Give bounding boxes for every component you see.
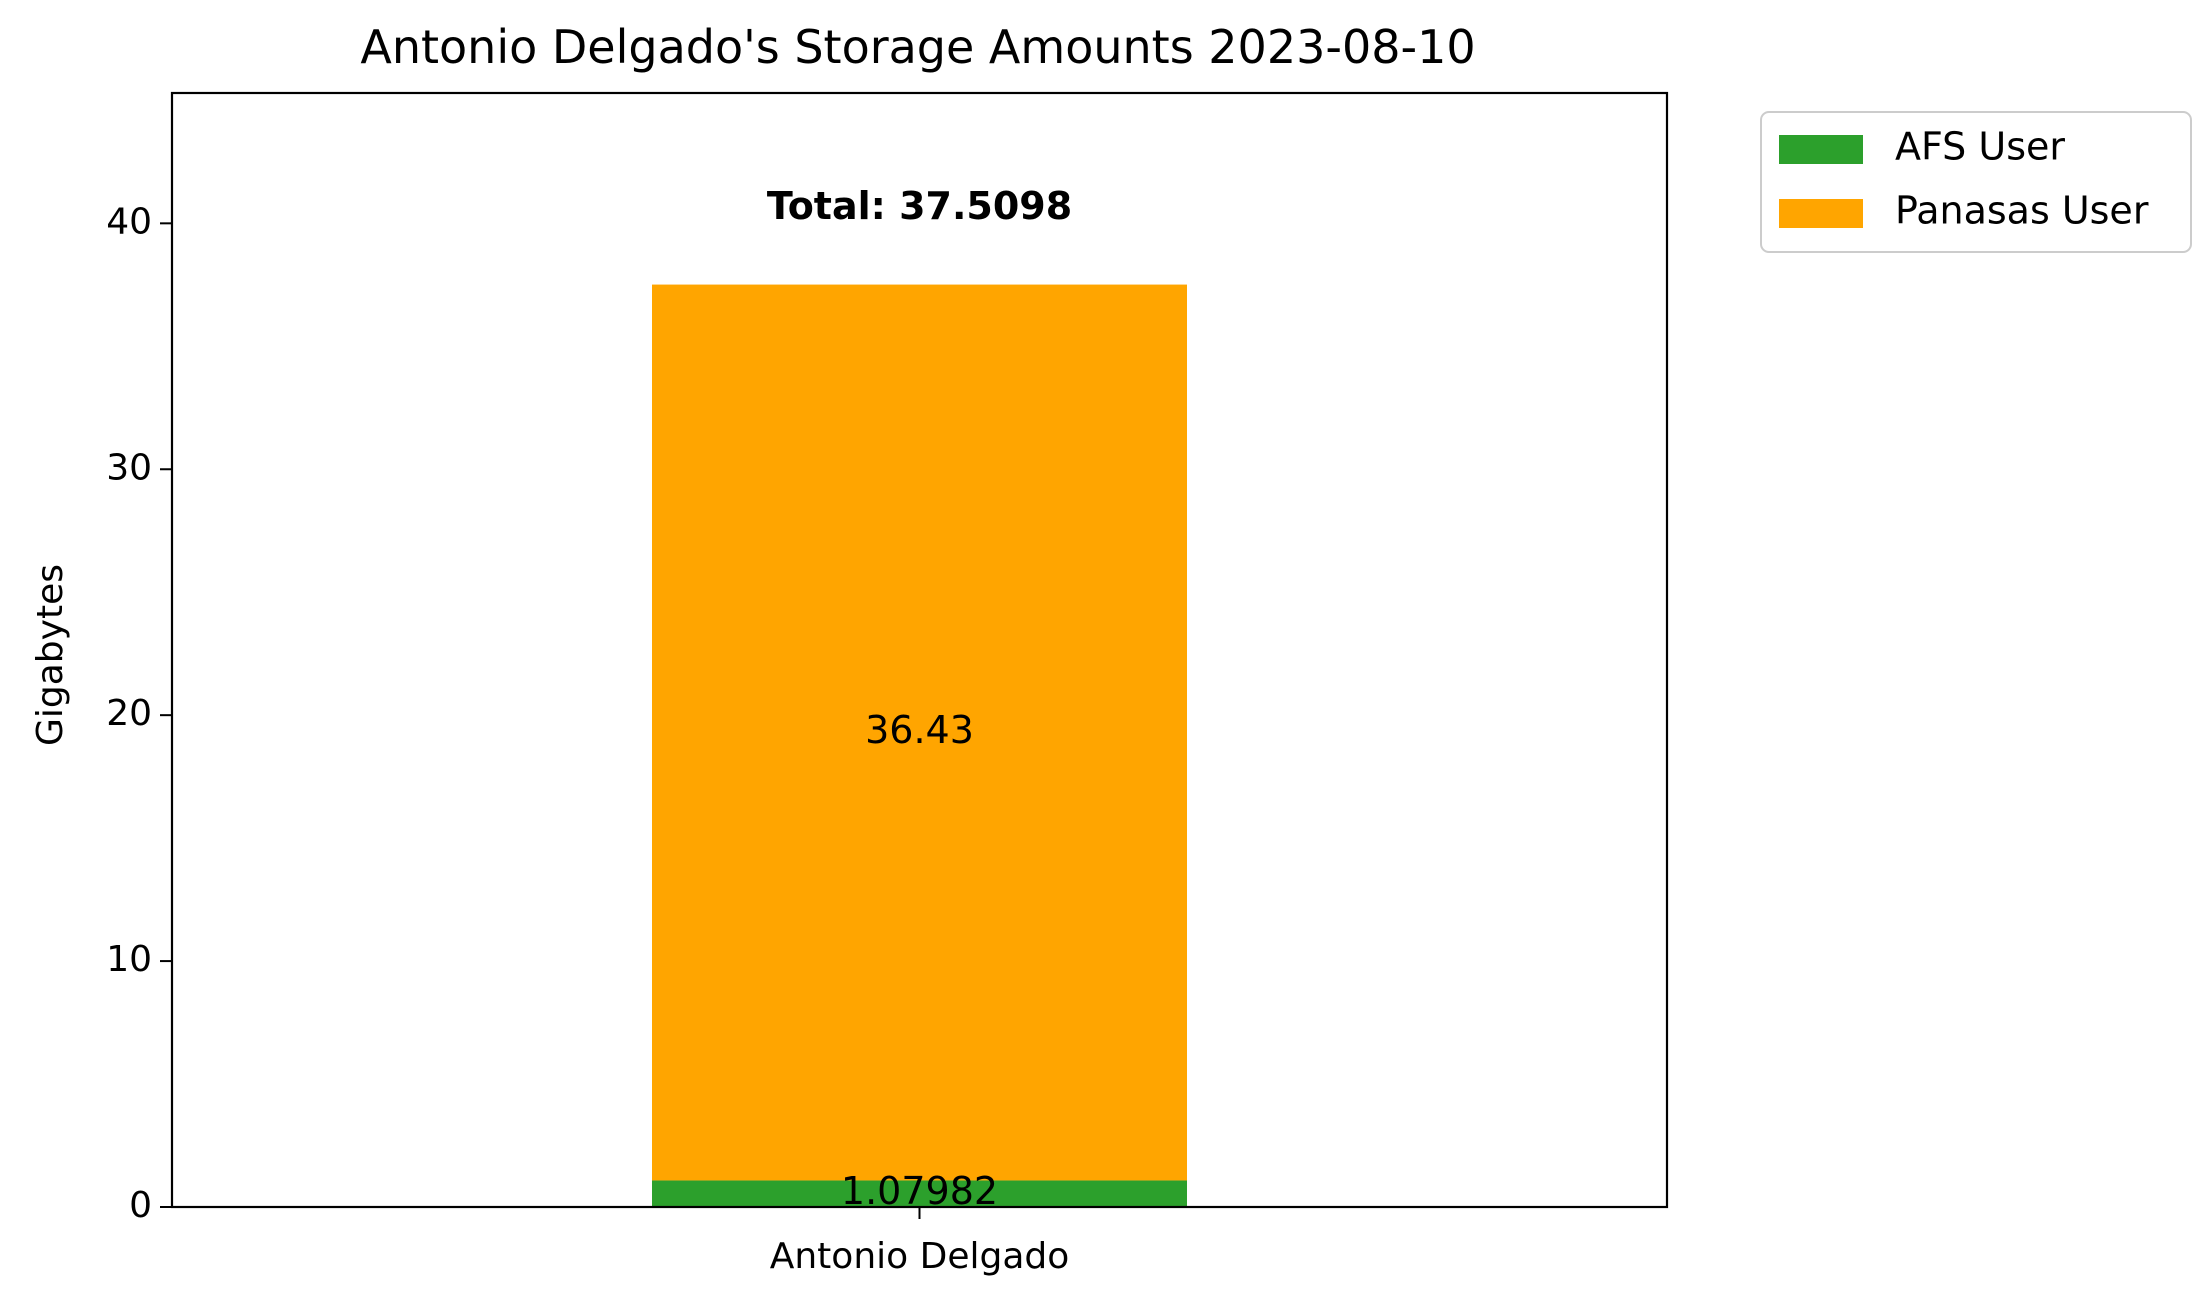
y-tick-label: 30 <box>106 447 152 488</box>
x-tick-label: Antonio Delgado <box>770 1236 1070 1277</box>
y-tick-label: 20 <box>106 693 152 734</box>
chart-title: Antonio Delgado's Storage Amounts 2023-0… <box>360 20 1475 74</box>
y-axis-label: Gigabytes <box>30 564 71 746</box>
legend-label-afs-user: AFS User <box>1895 125 2065 169</box>
legend-label-panasas-user: Panasas User <box>1895 189 2149 233</box>
total-label: Total: 37.5098 <box>767 184 1072 228</box>
y-tick-label: 10 <box>106 939 152 980</box>
bars-layer <box>652 284 1187 1207</box>
data-labels-layer: 1.07982 36.43 Total: 37.5098 <box>767 184 1072 1213</box>
bar-segment-afs-user <box>652 1180 1187 1207</box>
data-label-panasas-user: 36.43 <box>865 708 974 752</box>
axes-layer: Antonio Delgado 0 10 20 30 40 <box>106 91 1669 1277</box>
legend: AFS User Panasas User <box>1760 111 2192 253</box>
plot-frame <box>170 91 1669 1209</box>
legend-swatch-panasas-user <box>1779 199 1863 228</box>
legend-swatch-afs-user <box>1779 135 1863 164</box>
bar-segment-panasas-user <box>652 284 1187 1181</box>
data-label-afs-user: 1.07982 <box>841 1169 998 1213</box>
y-tick-label: 40 <box>106 201 152 242</box>
legend-box <box>1760 111 2192 253</box>
y-tick-label: 0 <box>129 1185 152 1226</box>
